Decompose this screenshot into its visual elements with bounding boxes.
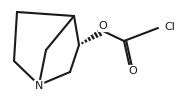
Text: N: N [35, 81, 43, 91]
Text: O: O [129, 66, 137, 76]
Text: Cl: Cl [164, 22, 175, 32]
Text: O: O [99, 21, 107, 31]
